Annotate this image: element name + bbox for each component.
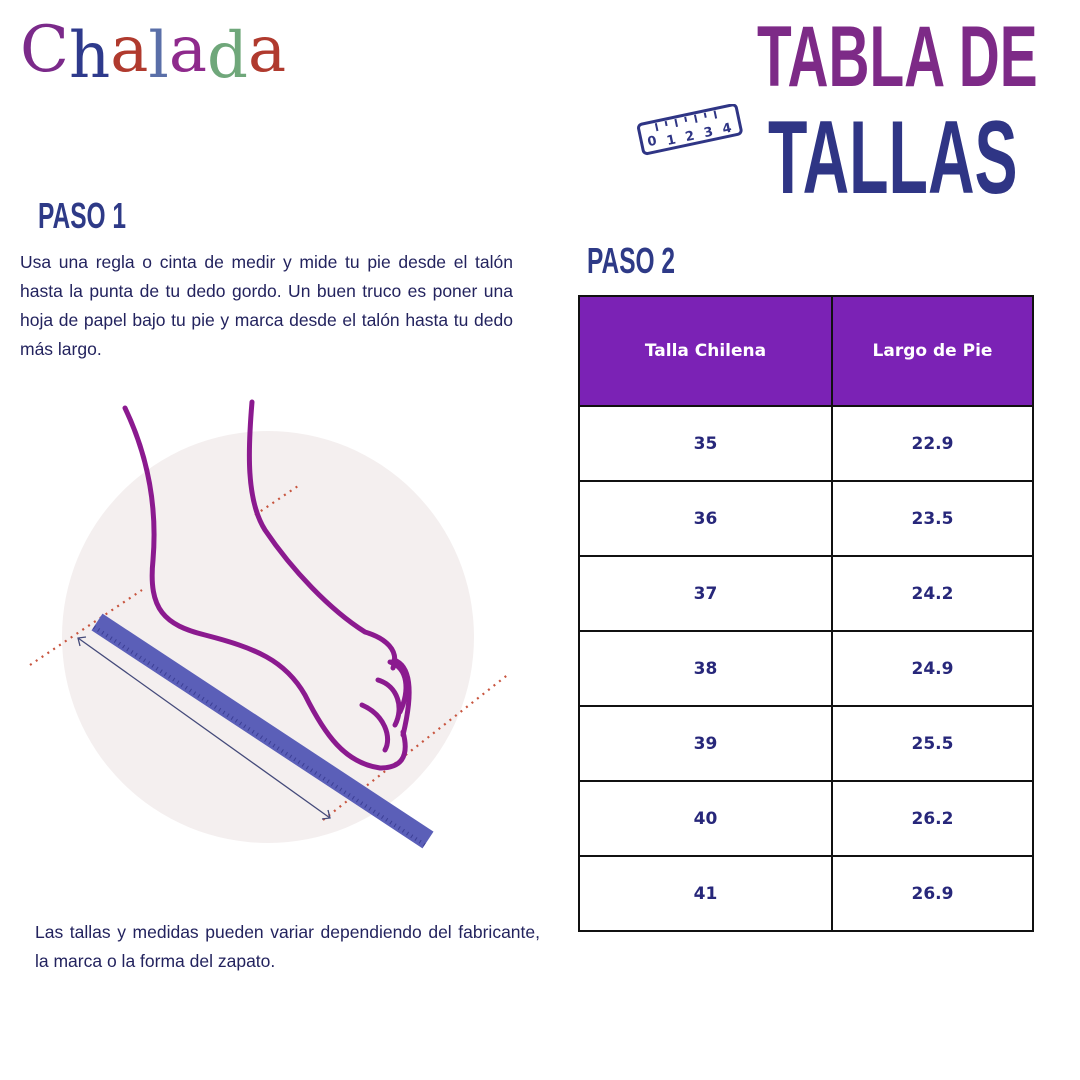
- table-row: 41 26.9: [578, 855, 1034, 932]
- badge-digit: 1: [665, 133, 677, 150]
- table-row: 38 24.9: [578, 630, 1034, 707]
- title-line-1: TABLA DE: [757, 9, 1038, 105]
- foot-length-cell: 26.9: [831, 855, 1034, 932]
- table-row: 40 26.2: [578, 780, 1034, 857]
- logo-letter: h: [68, 19, 111, 93]
- size-cell: 35: [578, 405, 833, 482]
- ruler-ticks: [92, 625, 427, 847]
- logo-letter: a: [110, 13, 149, 87]
- size-cell: 41: [578, 855, 833, 932]
- foot-measure-illustration: [29, 399, 511, 849]
- chalada-logo: Chalada: [20, 13, 287, 88]
- foot-length-cell: 24.9: [831, 630, 1034, 707]
- size-cell: 37: [578, 555, 833, 632]
- title-line-2: TALLAS: [768, 100, 1018, 216]
- table-row: 37 24.2: [578, 555, 1034, 632]
- logo-letter: a: [247, 13, 287, 87]
- table-row: 39 25.5: [578, 705, 1034, 782]
- logo-letter: l: [148, 19, 169, 93]
- step1-text: Usa una regla o cinta de medir y mide tu…: [20, 252, 513, 359]
- step2-heading: PASO 2: [587, 240, 675, 281]
- foot-length-cell: 26.2: [831, 780, 1034, 857]
- table-row: 36 23.5: [578, 480, 1034, 557]
- foot-length-cell: 24.2: [831, 555, 1034, 632]
- step1-heading: PASO 1: [38, 195, 126, 236]
- badge-digit: 2: [684, 129, 696, 146]
- measure-arrow-icon: [77, 636, 331, 820]
- badge-digit: 0: [646, 134, 658, 151]
- size-cell: 38: [578, 630, 833, 707]
- foot-length-cell: 22.9: [831, 405, 1034, 482]
- header-talla-chilena: Talla Chilena: [578, 295, 833, 407]
- guide-lines: [29, 485, 511, 821]
- logo-letter: d: [206, 19, 248, 93]
- size-cell: 40: [578, 780, 833, 857]
- size-table: Talla Chilena Largo de Pie 35 22.9 36 23.5 3…: [578, 295, 1034, 932]
- header-largo-de-pie: Largo de Pie: [831, 295, 1034, 407]
- size-cell: 39: [578, 705, 833, 782]
- foot-length-cell: 23.5: [831, 480, 1034, 557]
- foot-length-cell: 25.5: [831, 705, 1034, 782]
- ruler-icon: [91, 613, 434, 849]
- foot-icon: [122, 399, 412, 771]
- logo-letter: a: [168, 13, 207, 87]
- badge-digit: 3: [703, 125, 715, 142]
- disclaimer-note: Las tallas y medidas pueden variar depen…: [35, 922, 540, 971]
- table-row: 35 22.9: [578, 405, 1034, 482]
- logo-letter: C: [20, 13, 69, 87]
- size-cell: 36: [578, 480, 833, 557]
- background-circle: [62, 431, 474, 843]
- badge-digit: 4: [721, 121, 733, 138]
